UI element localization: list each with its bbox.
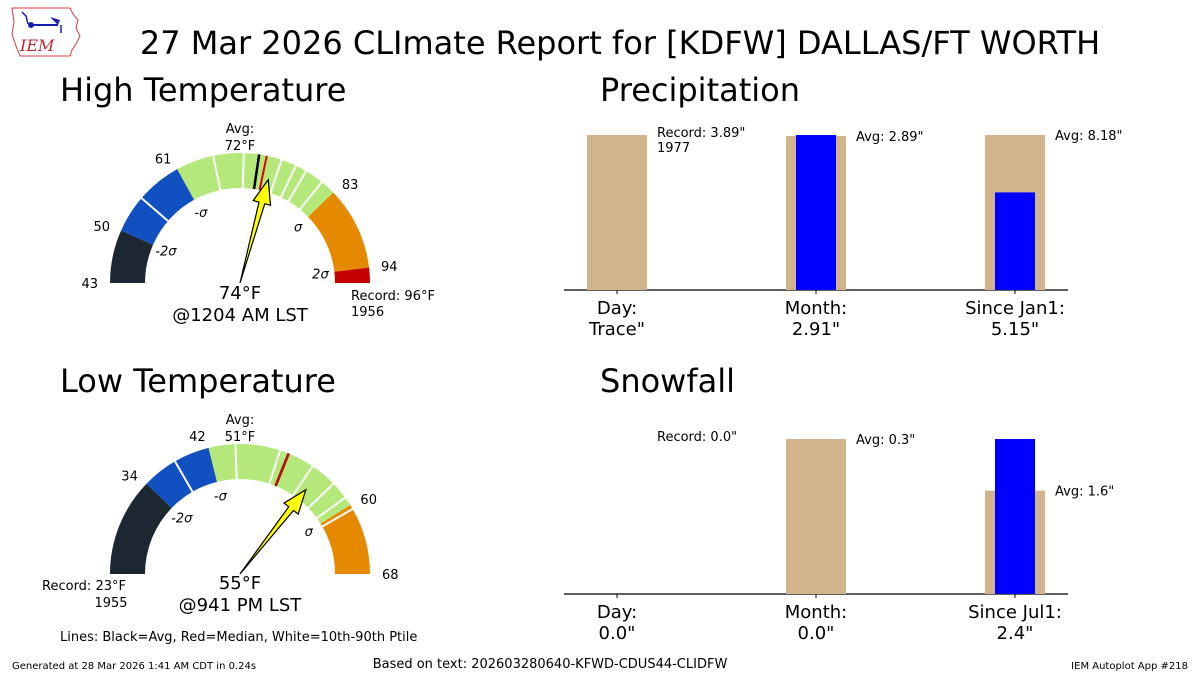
low-avg-value: 51°F (225, 430, 256, 445)
high-record-year: 1956 (351, 305, 384, 320)
low-avg-label: Avg: (226, 413, 254, 428)
low-temp-gauge: 34 42 60 68 -2σ -σ σ (110, 430, 399, 583)
x-tick-label: 2.4" (997, 623, 1034, 644)
bar-annotation: Avg: 8.18" (1055, 129, 1123, 144)
footer-based-on: Based on text: 202603280640-KFWD-CDUS44-… (373, 657, 728, 672)
gauge-band (308, 192, 370, 272)
sigma-label: σ (305, 525, 314, 540)
high-avg-label: Avg: (226, 122, 254, 137)
sigma-label: -σ (214, 489, 228, 504)
footer-generated: Generated at 28 Mar 2026 1:41 AM CDT in … (12, 661, 256, 672)
percentile-line (269, 159, 283, 194)
high-temp-title: High Temperature (60, 71, 346, 109)
gauge-band (121, 169, 195, 245)
x-tick-label: Since Jul1: (968, 602, 1062, 623)
percentile-line (174, 460, 194, 493)
gauge-tick-label: 68 (382, 568, 399, 583)
logo-text: IEM (19, 36, 55, 55)
low-observed-time: @941 PM LST (179, 595, 303, 616)
percentile-line (212, 155, 222, 191)
x-tick-label: 5.15" (991, 319, 1039, 340)
low-temp-title: Low Temperature (60, 362, 336, 400)
page-title: 27 Mar 2026 CLImate Report for [KDFW] DA… (140, 24, 1100, 62)
gauge-needle-arrow (239, 488, 307, 575)
sigma-label: -2σ (155, 244, 177, 259)
bar-avg (587, 135, 647, 290)
low-record-year: 1955 (94, 596, 127, 611)
sigma-label: σ (294, 221, 303, 236)
x-tick-label: Since Jan1: (965, 298, 1065, 319)
percentile-line (321, 508, 354, 528)
percentile-line (140, 197, 169, 222)
percentile-line (268, 450, 282, 484)
gauge-tick-label: 34 (121, 469, 138, 484)
low-observed-value: 55°F (219, 573, 261, 594)
x-tick-label: 2.91" (792, 319, 840, 340)
percentile-line (279, 165, 297, 198)
bar-observed (995, 439, 1035, 594)
sigma-label: -2σ (171, 512, 193, 527)
bar-annotation: Record: 0.0" (657, 430, 737, 445)
precip-bar-chart: Day:Trace" Record: 3.89"1977 Month:2.91" Av… (564, 126, 1123, 340)
x-tick-label: 0.0" (599, 623, 636, 644)
gauge-tick-label: 94 (381, 260, 398, 275)
iem-logo: IEM (11, 7, 81, 57)
bar-observed (995, 192, 1035, 290)
percentile-line (307, 482, 335, 509)
gauge-band (110, 230, 154, 283)
bar-annotation: Record: 3.89" (657, 126, 745, 141)
gauge-tick-label: 61 (155, 153, 172, 168)
high-observed-time: @1204 AM LST (172, 305, 309, 326)
x-tick-label: Month: (785, 602, 847, 623)
percentile-line (292, 465, 314, 496)
median-line (274, 453, 290, 487)
high-observed-value: 74°F (219, 283, 261, 304)
x-tick-label: Day: (597, 298, 637, 319)
percentile-line (241, 153, 245, 189)
gauge-needle-arrow (239, 178, 272, 284)
bar-annotation: 1977 (657, 141, 690, 156)
gauge-tick-label: 43 (81, 277, 98, 292)
snow-bar-chart: Day:0.0"Record: 0.0"Month:0.0"Avg: 0.3"S… (564, 430, 1114, 644)
percentile-line (316, 496, 346, 519)
bar-annotation: Avg: 2.89" (856, 130, 924, 145)
x-tick-label: 0.0" (798, 623, 835, 644)
gauge-band (320, 505, 370, 574)
gauge-band (146, 447, 218, 509)
x-tick-label: Month: (785, 298, 847, 319)
gauge-tick-label: 60 (360, 493, 377, 508)
gauge-band (334, 267, 370, 283)
sigma-label: 2σ (312, 267, 329, 282)
percentile-line (287, 170, 307, 202)
high-avg-value: 72°F (225, 139, 256, 154)
bar-annotation: Avg: 0.3" (856, 433, 915, 448)
legend-note: Lines: Black=Avg, Red=Median, White=10th… (60, 630, 417, 645)
gauge-band (110, 483, 172, 574)
bar-avg (786, 439, 846, 594)
percentile-line (299, 181, 323, 210)
high-record-label: Record: 96°F (351, 289, 435, 304)
gauge-tick-label: 50 (94, 220, 111, 235)
footer-app: IEM Autoplot App #218 (1071, 661, 1188, 672)
snow-title: Snowfall (600, 362, 735, 400)
bar-annotation: Avg: 1.6" (1055, 485, 1114, 500)
sigma-label: -σ (194, 206, 208, 221)
x-tick-label: Day: (597, 602, 637, 623)
median-line (258, 155, 268, 191)
percentile-line (234, 444, 238, 480)
x-tick-label: Trace" (588, 319, 645, 340)
gauge-band (208, 443, 351, 524)
high-temp-gauge: 43 50 61 83 94 -2σ -σ σ 2σ (81, 153, 397, 292)
bar-observed (796, 135, 836, 290)
gauge-tick-label: 83 (342, 178, 359, 193)
precip-title: Precipitation (600, 71, 800, 109)
low-record-label: Record: 23°F (42, 579, 126, 594)
avg-line (252, 154, 261, 190)
gauge-tick-label: 42 (189, 430, 206, 445)
